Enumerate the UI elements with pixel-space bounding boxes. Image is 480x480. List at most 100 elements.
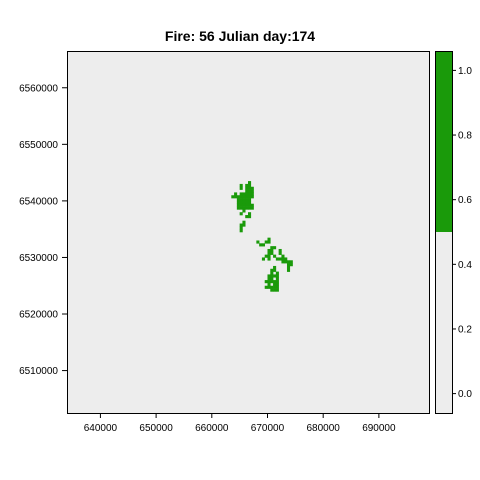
burned-cell xyxy=(239,229,243,233)
burned-cell xyxy=(275,257,279,261)
burned-cell xyxy=(273,265,277,270)
burned-cell xyxy=(248,212,252,216)
burned-cell xyxy=(267,240,271,244)
burned-cell xyxy=(281,254,285,258)
burned-cell xyxy=(275,274,279,278)
burned-cell xyxy=(239,183,243,188)
burned-cell xyxy=(264,254,268,258)
burned-cell xyxy=(248,198,252,202)
burned-cell xyxy=(239,200,243,205)
burned-cells xyxy=(231,181,293,292)
burned-cell xyxy=(242,220,246,224)
burned-cell xyxy=(248,203,252,207)
burned-cell xyxy=(259,243,263,247)
burned-cell xyxy=(239,195,243,199)
burned-cell xyxy=(275,288,279,292)
burned-cell xyxy=(250,206,254,210)
colorbar-tick-label: 0.6 xyxy=(458,195,472,206)
burned-cell xyxy=(270,277,274,281)
burned-cell xyxy=(248,186,252,190)
y-tick-label: 6520000 xyxy=(19,310,58,321)
colorbar-tick-label: 0.8 xyxy=(458,131,472,142)
burned-cell xyxy=(245,203,249,207)
burned-cell xyxy=(275,271,279,275)
colorbar-tick-label: 0.0 xyxy=(458,389,472,400)
burned-cell xyxy=(248,215,252,219)
colorbar: 0.0 0.2 0.4 0.6 0.8 1.0 xyxy=(435,51,472,414)
burned-cell xyxy=(250,192,254,196)
burned-cell xyxy=(275,277,279,281)
burned-cell xyxy=(273,254,277,258)
burned-cell xyxy=(245,198,249,202)
burned-cell xyxy=(245,192,249,196)
burned-cell xyxy=(284,260,288,264)
burned-cell xyxy=(270,288,274,292)
y-tick-label: 6530000 xyxy=(19,253,58,264)
y-tick-label: 6560000 xyxy=(19,83,58,94)
y-tick-label: 6540000 xyxy=(19,196,58,207)
burned-cell xyxy=(248,206,252,210)
burned-cell xyxy=(250,189,254,193)
burned-cell xyxy=(281,257,285,261)
burned-cell xyxy=(234,192,238,196)
plot-area xyxy=(67,51,430,414)
burned-cell xyxy=(248,183,252,188)
burned-cell xyxy=(239,192,243,196)
burned-cell xyxy=(242,198,246,202)
burned-cell xyxy=(267,257,271,261)
burned-cell xyxy=(239,206,243,210)
colorbar-frame xyxy=(435,51,453,414)
burned-cell xyxy=(245,195,249,199)
colorbar-tick-label: 1.0 xyxy=(458,66,472,77)
burned-cell xyxy=(239,186,243,190)
colorbar-tick-label: 0.2 xyxy=(458,324,472,335)
burned-cell xyxy=(270,280,274,284)
burned-cell xyxy=(242,206,246,210)
burned-cell xyxy=(248,192,252,196)
burned-cell xyxy=(273,280,277,284)
burned-cell xyxy=(267,277,271,281)
burned-cell xyxy=(267,285,271,289)
burned-cell xyxy=(270,271,274,275)
burned-cell xyxy=(289,260,293,264)
x-tick-label: 690000 xyxy=(362,423,396,434)
burned-cell xyxy=(256,240,260,244)
burned-cell xyxy=(273,288,277,292)
x-tick-label: 680000 xyxy=(306,423,340,434)
burned-cell xyxy=(270,246,274,250)
x-tick-label: 660000 xyxy=(195,423,229,434)
burned-cell xyxy=(278,248,282,253)
burned-cell xyxy=(275,285,279,289)
burned-cell xyxy=(273,246,277,250)
burned-cell xyxy=(261,243,265,247)
burned-cell xyxy=(273,285,277,289)
burned-cell xyxy=(242,195,246,199)
burned-cell xyxy=(236,200,240,205)
burned-cell xyxy=(267,282,271,287)
burned-cell xyxy=(231,195,235,199)
burned-cell xyxy=(267,251,271,255)
burned-cell xyxy=(248,181,252,185)
burned-cell xyxy=(267,237,271,241)
burned-cell xyxy=(281,260,285,264)
burned-cell xyxy=(275,282,279,287)
burned-cell xyxy=(245,186,249,190)
x-tick-label: 640000 xyxy=(84,423,118,434)
burned-cell xyxy=(273,274,277,278)
burned-cell xyxy=(239,212,243,216)
burned-cell xyxy=(267,254,271,258)
burned-cell xyxy=(270,285,274,289)
burned-cell xyxy=(267,280,271,284)
burned-cell xyxy=(236,195,240,199)
burned-cell xyxy=(245,183,249,188)
burned-cell xyxy=(236,198,240,202)
burned-cell xyxy=(275,280,279,284)
burned-cell xyxy=(278,257,282,261)
burned-cell xyxy=(245,215,249,219)
burned-cell xyxy=(267,274,271,278)
burned-cell xyxy=(286,265,291,270)
burned-cell xyxy=(239,198,243,202)
burned-cell xyxy=(273,268,277,272)
burned-cell xyxy=(239,223,243,227)
burned-cell xyxy=(284,257,288,261)
